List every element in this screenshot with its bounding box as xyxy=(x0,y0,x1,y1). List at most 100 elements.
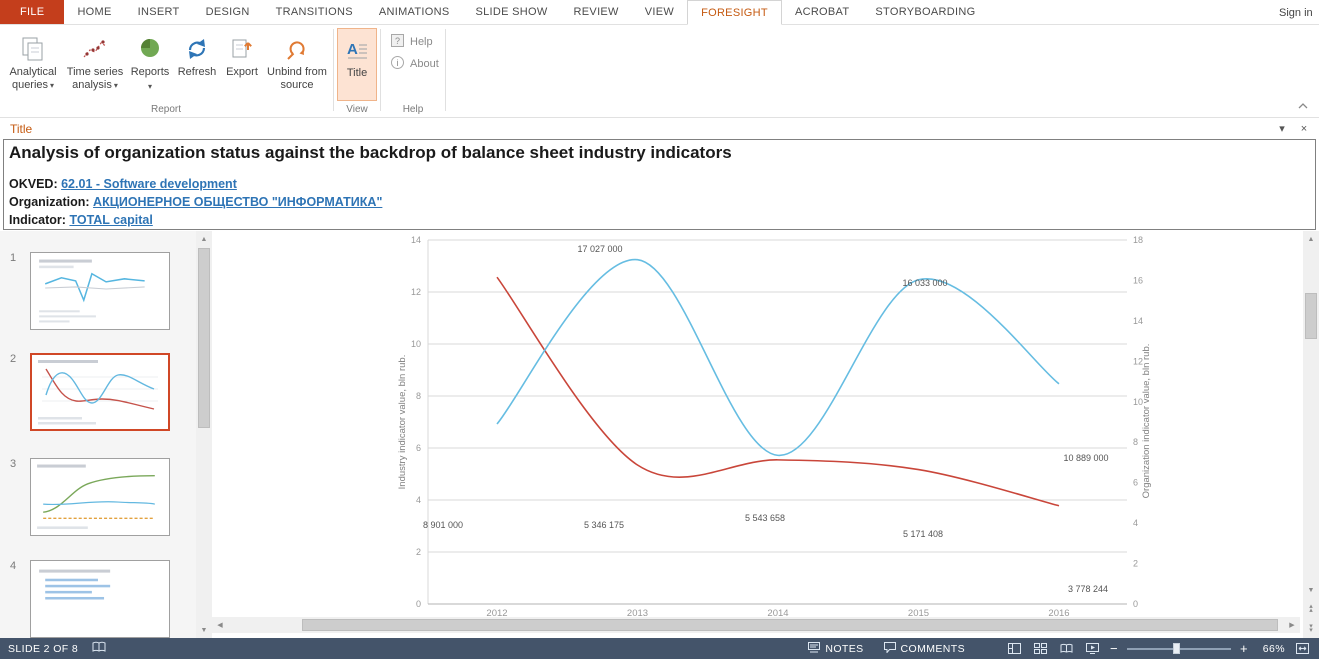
collapse-ribbon-button[interactable] xyxy=(1295,99,1311,113)
title-pane-header: Title ▾ × xyxy=(0,118,1319,139)
slide-thumbnail-3[interactable] xyxy=(30,458,170,536)
horizontal-scrollbar[interactable]: ◀ ▶ xyxy=(212,617,1300,633)
chart-text: 0 xyxy=(416,599,421,609)
ribbon-group-help: ? Help i About Help xyxy=(382,25,444,117)
button-label: About xyxy=(410,58,439,70)
slide-thumbnail-2[interactable] xyxy=(30,353,170,431)
proofing-icon[interactable] xyxy=(92,641,106,656)
reading-view-button[interactable] xyxy=(1053,638,1079,659)
tab-file[interactable]: FILE xyxy=(0,0,65,24)
zoom-in-button[interactable]: + xyxy=(1240,641,1248,656)
chart-text: 14 xyxy=(1133,316,1143,326)
thumbnail-scrollbar[interactable]: ▲ ▼ xyxy=(196,231,212,638)
tab-acrobat[interactable]: ACROBAT xyxy=(794,6,850,18)
pane-menu-button[interactable]: ▾ xyxy=(1275,122,1289,135)
reports-icon xyxy=(137,32,163,66)
title-toggle-button[interactable]: A Title xyxy=(337,28,377,101)
dropdown-caret-icon: ▾ xyxy=(113,81,118,90)
slide-number-2: 2 xyxy=(10,353,17,365)
chart-text: 8 901 000 xyxy=(423,520,463,530)
zoom-out-button[interactable]: − xyxy=(1110,641,1118,656)
chart-text: 16 xyxy=(1133,275,1143,285)
chart-text: 2015 xyxy=(908,608,929,616)
dropdown-caret-icon: ▾ xyxy=(50,81,55,90)
zoom-slider-thumb[interactable] xyxy=(1172,643,1180,654)
scroll-right-icon[interactable]: ▶ xyxy=(1289,621,1295,629)
refresh-button[interactable]: Refresh xyxy=(174,28,220,101)
scroll-down-icon[interactable]: ▼ xyxy=(200,626,208,634)
button-label: Help xyxy=(410,36,433,48)
indicator-line: Indicator: TOTAL capital xyxy=(9,211,1310,229)
slide-chart[interactable]: 0 2 4 6 8 10 12 14 0 2 4 6 8 10 12 14 16 18 2012 2013 2014 20… xyxy=(212,231,1300,616)
scroll-left-icon[interactable]: ◀ xyxy=(217,621,223,629)
slide-thumbnail-1[interactable] xyxy=(30,252,170,330)
ribbon-separator xyxy=(380,29,381,111)
notes-label: NOTES xyxy=(825,642,864,655)
fit-to-window-button[interactable] xyxy=(1289,638,1315,659)
export-button[interactable]: Export xyxy=(220,28,264,101)
scroll-up-icon[interactable]: ▲ xyxy=(200,235,208,243)
tab-design[interactable]: DESIGN xyxy=(205,6,250,18)
close-icon: × xyxy=(1300,122,1308,135)
normal-view-button[interactable] xyxy=(1001,638,1027,659)
button-label: Refresh xyxy=(177,66,217,78)
tab-slide-show[interactable]: SLIDE SHOW xyxy=(475,6,548,18)
analytical-queries-button[interactable]: Analytical queries ▾ xyxy=(2,28,64,101)
about-button[interactable]: i About xyxy=(384,53,442,75)
tab-home[interactable]: HOME xyxy=(77,6,112,18)
notes-toggle-button[interactable]: NOTES xyxy=(798,638,873,659)
scrollbar-thumb[interactable] xyxy=(198,248,210,428)
chart-text: 2014 xyxy=(767,608,788,616)
tab-foresight[interactable]: FORESIGHT xyxy=(687,0,782,25)
button-label: Reports xyxy=(130,66,170,78)
ribbon-group-view: A Title View xyxy=(335,25,379,117)
comments-toggle-button[interactable]: COMMENTS xyxy=(874,638,975,659)
chart-text: 4 xyxy=(416,495,421,505)
chart-text: 6 xyxy=(1133,478,1138,488)
chart-text: 12 xyxy=(1133,356,1143,366)
slide-show-icon xyxy=(1085,643,1099,654)
slide-thumbnail-pane: 1 2 3 xyxy=(0,231,196,638)
tab-animations[interactable]: ANIMATIONS xyxy=(378,6,450,18)
scrollbar-thumb[interactable] xyxy=(302,619,1278,631)
export-icon xyxy=(229,32,255,66)
pane-close-button[interactable]: × xyxy=(1297,123,1311,135)
scrollbar-thumb[interactable] xyxy=(1305,293,1317,339)
slide-sorter-view-button[interactable] xyxy=(1027,638,1053,659)
tab-review[interactable]: REVIEW xyxy=(573,6,619,18)
help-icon: ? xyxy=(390,33,405,51)
chart-text: 5 171 408 xyxy=(903,529,943,539)
help-button[interactable]: ? Help xyxy=(384,31,442,53)
tab-view[interactable]: VIEW xyxy=(644,6,675,18)
organization-link[interactable]: АКЦИОНЕРНОЕ ОБЩЕСТВО "ИНФОРМАТИКА" xyxy=(93,195,383,209)
chart-text: 2 xyxy=(416,547,421,557)
vertical-scrollbar[interactable]: ▲ ▼ ▴ ▴ ▾ ▾ xyxy=(1303,231,1319,638)
reports-button[interactable]: Reports ▾ xyxy=(126,28,174,101)
unbind-from-source-button[interactable]: Unbind from source xyxy=(264,28,330,101)
zoom-level[interactable]: 66% xyxy=(1262,642,1285,655)
time-series-analysis-button[interactable]: Time series analysis ▾ xyxy=(64,28,126,101)
button-label: Analytical queries ▾ xyxy=(9,66,57,91)
okved-line: OKVED: 62.01 - Software development xyxy=(9,175,1310,193)
slide-indicator: SLIDE 2 OF 8 xyxy=(8,642,79,655)
group-label-view: View xyxy=(346,104,368,115)
tab-transitions[interactable]: TRANSITIONS xyxy=(275,6,353,18)
okved-link[interactable]: 62.01 - Software development xyxy=(61,177,237,191)
ribbon: Analytical queries ▾ Time series analysis… xyxy=(0,25,1319,118)
group-label-help: Help xyxy=(402,104,424,115)
previous-slide-button[interactable]: ▴ ▴ xyxy=(1303,600,1319,618)
chart-text: 6 xyxy=(416,443,421,453)
tab-storyboarding[interactable]: STORYBOARDING xyxy=(875,6,976,18)
ribbon-tab-bar: FILE HOME INSERT DESIGN TRANSITIONS ANIM… xyxy=(0,0,1319,25)
slide-thumbnail-4[interactable] xyxy=(30,560,170,638)
zoom-slider[interactable] xyxy=(1127,638,1231,659)
next-slide-button[interactable]: ▾ ▾ xyxy=(1303,620,1319,638)
scroll-down-icon[interactable]: ▼ xyxy=(1307,586,1315,594)
ribbon-separator xyxy=(445,29,446,111)
scroll-up-icon[interactable]: ▲ xyxy=(1307,235,1315,243)
tab-insert[interactable]: INSERT xyxy=(137,6,180,18)
sign-in-button[interactable]: Sign in xyxy=(1279,6,1313,19)
slide-show-button[interactable] xyxy=(1079,638,1105,659)
slide-canvas[interactable]: 0 2 4 6 8 10 12 14 0 2 4 6 8 10 12 14 16 18 2012 2013 2014 20… xyxy=(212,231,1303,617)
indicator-link[interactable]: TOTAL capital xyxy=(69,213,153,227)
